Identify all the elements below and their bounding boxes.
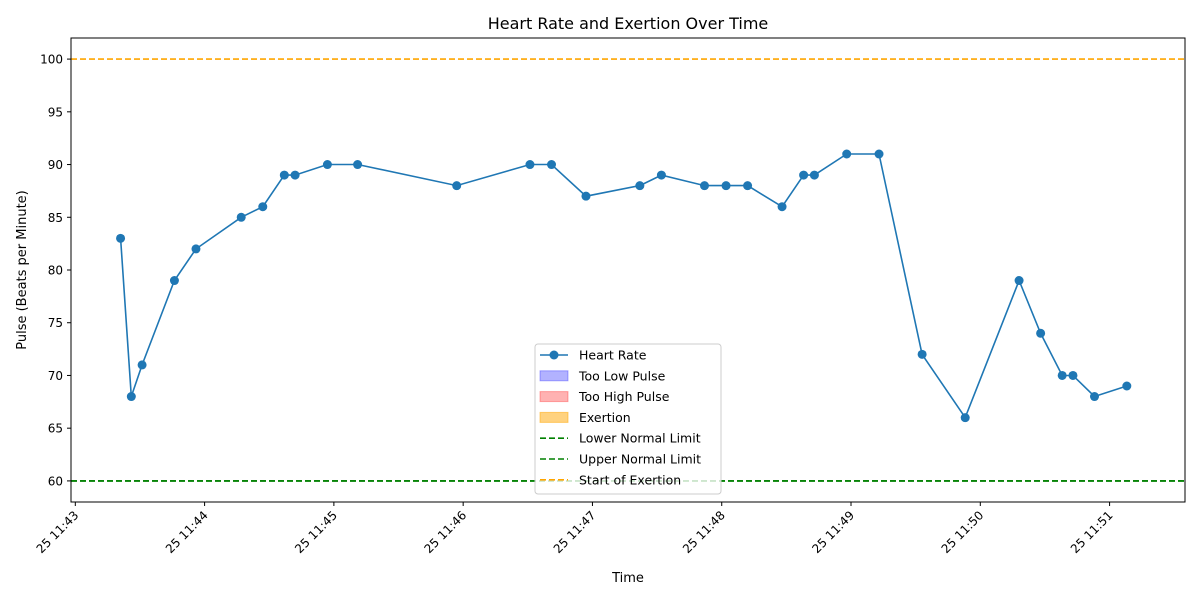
- x-tick-label: 25 11:50: [939, 508, 987, 556]
- data-point: [258, 202, 268, 212]
- data-point: [1014, 276, 1024, 286]
- legend-handle-patch: [539, 391, 569, 403]
- x-axis: 25 11:43 25 11:44 25 11:45 25 11:46 25 11:47…: [34, 502, 1116, 556]
- data-point: [699, 181, 709, 191]
- data-point: [236, 212, 246, 222]
- x-tick-label: 25 11:44: [163, 508, 211, 556]
- y-tick-label: 60: [48, 474, 63, 488]
- x-tick-label: 25 11:51: [1068, 508, 1116, 556]
- legend-handle-patch: [539, 411, 569, 423]
- data-point: [656, 170, 666, 180]
- data-point: [1036, 328, 1046, 338]
- data-point: [809, 170, 819, 180]
- y-tick-label: 70: [48, 369, 63, 383]
- y-axis: 60 65 70 75 80 85 90 95 100: [40, 53, 71, 488]
- data-point: [799, 170, 809, 180]
- data-point: [116, 233, 126, 243]
- plot-area: [71, 58, 1185, 482]
- y-tick-label: 95: [48, 105, 63, 119]
- x-tick-label: 25 11:49: [809, 508, 857, 556]
- x-tick-label: 25 11:48: [680, 508, 728, 556]
- x-tick-label: 25 11:47: [551, 508, 599, 556]
- data-point: [635, 181, 645, 191]
- y-axis-label: Pulse (Beats per Minute): [15, 190, 30, 350]
- legend-entry-label: Heart Rate: [579, 348, 647, 363]
- x-tick-label: 25 11:45: [292, 508, 340, 556]
- data-point: [322, 160, 332, 170]
- legend-entry-label: Start of Exertion: [579, 472, 681, 487]
- y-tick-label: 85: [48, 211, 63, 225]
- legend-entry-label: Lower Normal Limit: [579, 431, 701, 446]
- data-point: [1057, 370, 1067, 380]
- legend-entry-label: Too Low Pulse: [578, 368, 666, 383]
- data-point: [1090, 392, 1100, 402]
- data-point: [917, 349, 927, 359]
- legend-box: [534, 343, 722, 495]
- legend-handle-patch: [539, 370, 569, 382]
- data-point: [547, 160, 557, 170]
- y-tick-label: 100: [40, 53, 63, 67]
- data-point: [1122, 381, 1132, 391]
- legend: Heart Rate Too Low Pulse Too High Pulse Exe…: [534, 343, 722, 495]
- data-point: [279, 170, 289, 180]
- y-tick-label: 65: [48, 422, 63, 436]
- data-point: [137, 360, 147, 370]
- y-tick-label: 75: [48, 316, 63, 330]
- data-point: [1068, 370, 1078, 380]
- legend-entry-label: Exertion: [579, 410, 631, 425]
- y-tick-label: 90: [48, 158, 63, 172]
- x-axis-label: Time: [611, 571, 644, 586]
- data-point: [353, 160, 363, 170]
- data-point: [169, 276, 179, 286]
- data-point: [960, 413, 970, 423]
- data-point: [842, 149, 852, 159]
- x-tick-label: 25 11:43: [34, 508, 82, 556]
- legend-handle-marker: [549, 350, 559, 360]
- y-tick-label: 80: [48, 264, 63, 278]
- data-point: [191, 244, 201, 254]
- data-point: [581, 191, 591, 201]
- x-tick-label: 25 11:46: [421, 508, 469, 556]
- data-point: [452, 181, 462, 191]
- data-point: [525, 160, 535, 170]
- data-point: [743, 181, 753, 191]
- data-point: [777, 202, 787, 212]
- data-point: [126, 392, 136, 402]
- data-point: [874, 149, 884, 159]
- chart-title: Heart Rate and Exertion Over Time: [488, 14, 769, 33]
- data-point: [721, 181, 731, 191]
- legend-entry-label: Too High Pulse: [578, 389, 670, 404]
- data-point: [290, 170, 300, 180]
- legend-entry-label: Upper Normal Limit: [579, 452, 701, 467]
